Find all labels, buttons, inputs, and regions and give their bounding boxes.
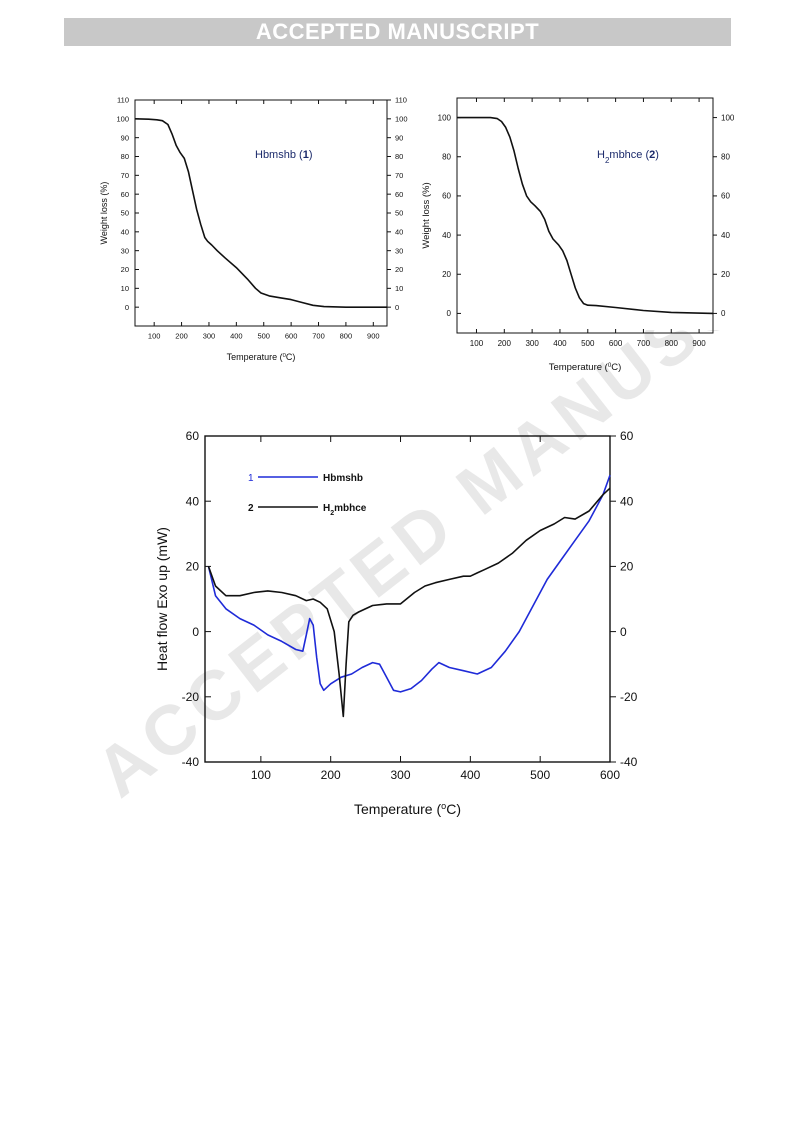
y-tick-label: 60 xyxy=(121,190,129,199)
y-tick-label-right: -20 xyxy=(620,690,638,704)
series-line-H2mbhce xyxy=(207,487,611,718)
x-tick-label: 400 xyxy=(460,768,480,782)
x-tick-label: 600 xyxy=(285,332,298,341)
y-tick-label: 20 xyxy=(186,560,200,574)
y-tick-label: -40 xyxy=(182,755,200,769)
y-tick-label-right: 60 xyxy=(395,190,403,199)
y-tick-label-right: 40 xyxy=(620,494,634,508)
y-tick-label-right: 100 xyxy=(395,114,408,123)
x-axis-label: Temperature (0C) xyxy=(227,352,296,362)
y-tick-label: 80 xyxy=(442,153,451,162)
y-tick-label-right: 0 xyxy=(721,309,726,318)
y-tick-label-right: 20 xyxy=(395,265,403,274)
y-tick-label: 60 xyxy=(442,192,451,201)
y-tick-label: 60 xyxy=(186,429,200,443)
y-tick-label: 100 xyxy=(438,113,452,122)
x-tick-label: 100 xyxy=(470,339,484,348)
x-tick-label: 200 xyxy=(321,768,341,782)
x-tick-label: 800 xyxy=(340,332,353,341)
y-tick-label-right: 40 xyxy=(395,227,403,236)
x-tick-label: 500 xyxy=(530,768,550,782)
legend-number-2: 2 xyxy=(248,503,254,514)
y-tick-label: 0 xyxy=(125,303,129,312)
series-line-series-1 xyxy=(457,116,714,315)
y-tick-label: 100 xyxy=(116,114,129,123)
x-tick-label: 100 xyxy=(148,332,161,341)
watermark-text: ACCEPTED MANUSCRIPT xyxy=(81,330,760,810)
y-tick-label: 40 xyxy=(442,231,451,240)
y-tick-label: 70 xyxy=(121,171,129,180)
plot-frame xyxy=(204,435,611,763)
y-tick-label-right: 80 xyxy=(395,152,403,161)
x-tick-label: 100 xyxy=(251,768,271,782)
legend-label-1: Hbmshb xyxy=(323,473,363,484)
y-tick-label-right: -40 xyxy=(620,755,638,769)
x-tick-label: 200 xyxy=(175,332,188,341)
series-line-series-1 xyxy=(134,118,387,309)
y-axis-label: Heat flow Exo up (mW) xyxy=(154,527,170,671)
x-tick-label: 300 xyxy=(525,339,539,348)
x-tick-label: 200 xyxy=(498,339,512,348)
y-tick-label-right: 90 xyxy=(395,133,403,142)
y-tick-label: -20 xyxy=(182,690,200,704)
y-tick-label: 20 xyxy=(121,265,129,274)
accepted-manuscript-banner: ACCEPTED MANUSCRIPT xyxy=(64,18,731,46)
y-tick-label-right: 80 xyxy=(721,153,730,162)
x-tick-label: 400 xyxy=(553,339,567,348)
y-tick-label: 30 xyxy=(121,246,129,255)
annotation-hbmshb-1: Hbmshb (1) xyxy=(255,149,312,161)
watermark: ACCEPTED MANUSCRIPT xyxy=(81,330,760,810)
y-tick-label-right: 50 xyxy=(395,209,403,218)
y-tick-label-right: 70 xyxy=(395,171,403,180)
y-tick-label: 50 xyxy=(121,209,129,218)
y-tick-label: 10 xyxy=(121,284,129,293)
x-tick-label: 600 xyxy=(609,339,623,348)
x-tick-label: 500 xyxy=(581,339,595,348)
x-axis-label: Temperature (0C) xyxy=(549,362,622,374)
plot-frame xyxy=(456,97,714,334)
y-tick-label-right: 0 xyxy=(620,625,627,639)
y-tick-label-right: 20 xyxy=(721,270,730,279)
annotation-h2mbhce-2: H2mbhce (2) xyxy=(597,149,659,165)
x-tick-label: 400 xyxy=(230,332,243,341)
x-tick-label: 900 xyxy=(367,332,380,341)
y-tick-label: 110 xyxy=(117,96,129,105)
y-tick-label: 0 xyxy=(192,625,199,639)
y-tick-label: 90 xyxy=(121,133,129,142)
series-line-Hbmshb xyxy=(207,474,611,693)
y-tick-label-right: 40 xyxy=(721,231,730,240)
y-axis-label: Weight loss (%) xyxy=(99,182,109,245)
y-tick-label: 80 xyxy=(121,152,129,161)
y-tick-label-right: 100 xyxy=(721,113,735,122)
legend-label-2: H2mbhce xyxy=(323,503,367,517)
x-tick-label: 600 xyxy=(600,768,620,782)
legend-number-1: 1 xyxy=(248,473,254,484)
y-tick-label: 40 xyxy=(186,494,200,508)
y-tick-label-right: 20 xyxy=(620,560,634,574)
y-tick-label: 40 xyxy=(121,227,129,236)
y-tick-label-right: 10 xyxy=(395,284,403,293)
x-tick-label: 700 xyxy=(637,339,651,348)
y-tick-label-right: 30 xyxy=(395,246,403,255)
y-tick-label-right: 60 xyxy=(620,429,634,443)
y-tick-label: 0 xyxy=(447,309,452,318)
x-tick-label: 300 xyxy=(203,332,216,341)
x-tick-label: 900 xyxy=(692,339,706,348)
x-tick-label: 800 xyxy=(665,339,679,348)
y-tick-label-right: 110 xyxy=(395,96,407,105)
x-axis-label: Temperature (oC) xyxy=(354,801,461,817)
y-tick-label-right: 0 xyxy=(395,303,399,312)
x-tick-label: 500 xyxy=(257,332,270,341)
y-tick-label-right: 60 xyxy=(721,192,730,201)
y-axis-label: Weight loss (%) xyxy=(421,182,432,248)
plot-frame xyxy=(134,99,388,327)
x-tick-label: 700 xyxy=(312,332,325,341)
y-tick-label: 20 xyxy=(442,270,451,279)
x-tick-label: 300 xyxy=(391,768,411,782)
